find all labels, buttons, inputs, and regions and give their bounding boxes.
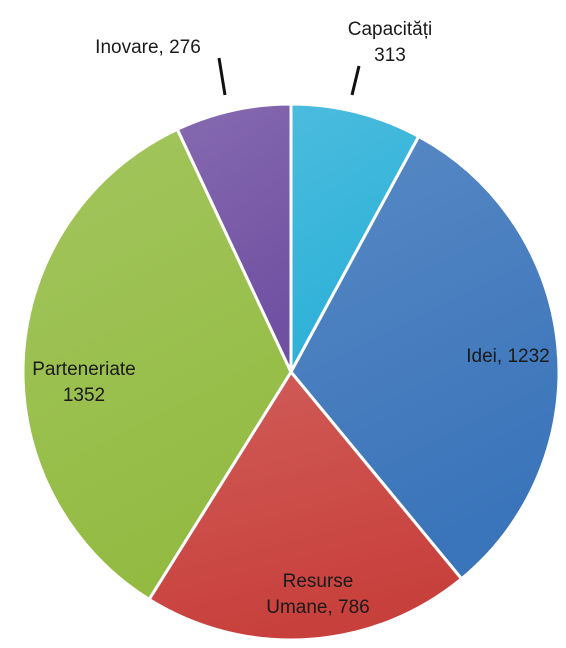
pie-slice [21, 127, 293, 602]
data-label: 1352 [63, 385, 105, 406]
data-label: Idei, 1232 [466, 346, 549, 367]
data-label: Resurse [283, 571, 354, 592]
data-label: 313 [374, 45, 406, 66]
leader-line [217, 57, 227, 96]
pie-slice [175, 102, 293, 373]
pie-slice [147, 369, 464, 642]
data-label: Parteneriate [32, 359, 136, 380]
pie-slice [289, 102, 421, 373]
pie-slice [289, 134, 561, 581]
data-label: Capacități [348, 19, 433, 40]
leader-line [350, 65, 361, 96]
data-label: Inovare, 276 [95, 37, 201, 58]
data-label: Umane, 786 [266, 597, 370, 618]
